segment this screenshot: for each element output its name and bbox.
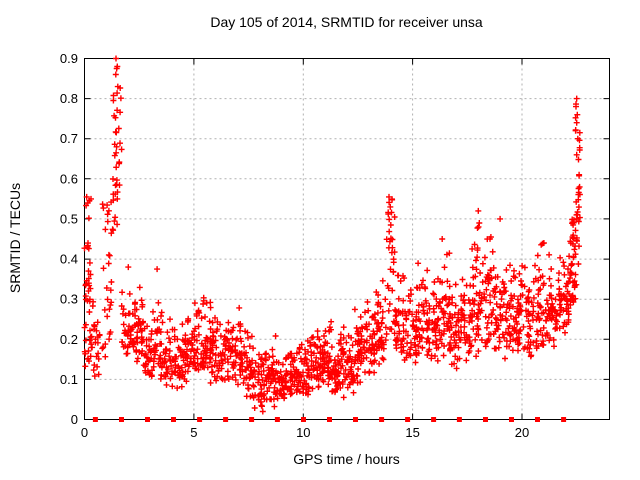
y-tick-label: 0.2 <box>60 332 78 347</box>
y-tick-label: 0.3 <box>60 292 78 307</box>
y-tick-label: 0.9 <box>60 51 78 66</box>
y-tick-label: 0.5 <box>60 211 78 226</box>
x-tick-label: 0 <box>81 425 88 440</box>
chart-title: Day 105 of 2014, SRMTID for receiver uns… <box>210 14 483 30</box>
y-tick-label: 0.7 <box>60 131 78 146</box>
baseline-square-markers <box>92 417 567 422</box>
x-tick-label: 5 <box>190 425 197 440</box>
x-tick-label: 10 <box>296 425 310 440</box>
grid-lines <box>84 58 610 420</box>
y-tick-label: 0.1 <box>60 372 78 387</box>
y-tick-label: 0 <box>71 412 78 427</box>
scatter-points <box>81 55 583 415</box>
x-tick-label: 15 <box>405 425 419 440</box>
y-tick-label: 0.6 <box>60 171 78 186</box>
plot-frame <box>84 58 610 420</box>
y-tick-label: 0.4 <box>60 252 78 267</box>
x-axis-label: GPS time / hours <box>293 451 400 467</box>
y-tick-label: 0.8 <box>60 91 78 106</box>
x-tick-label: 20 <box>515 425 529 440</box>
